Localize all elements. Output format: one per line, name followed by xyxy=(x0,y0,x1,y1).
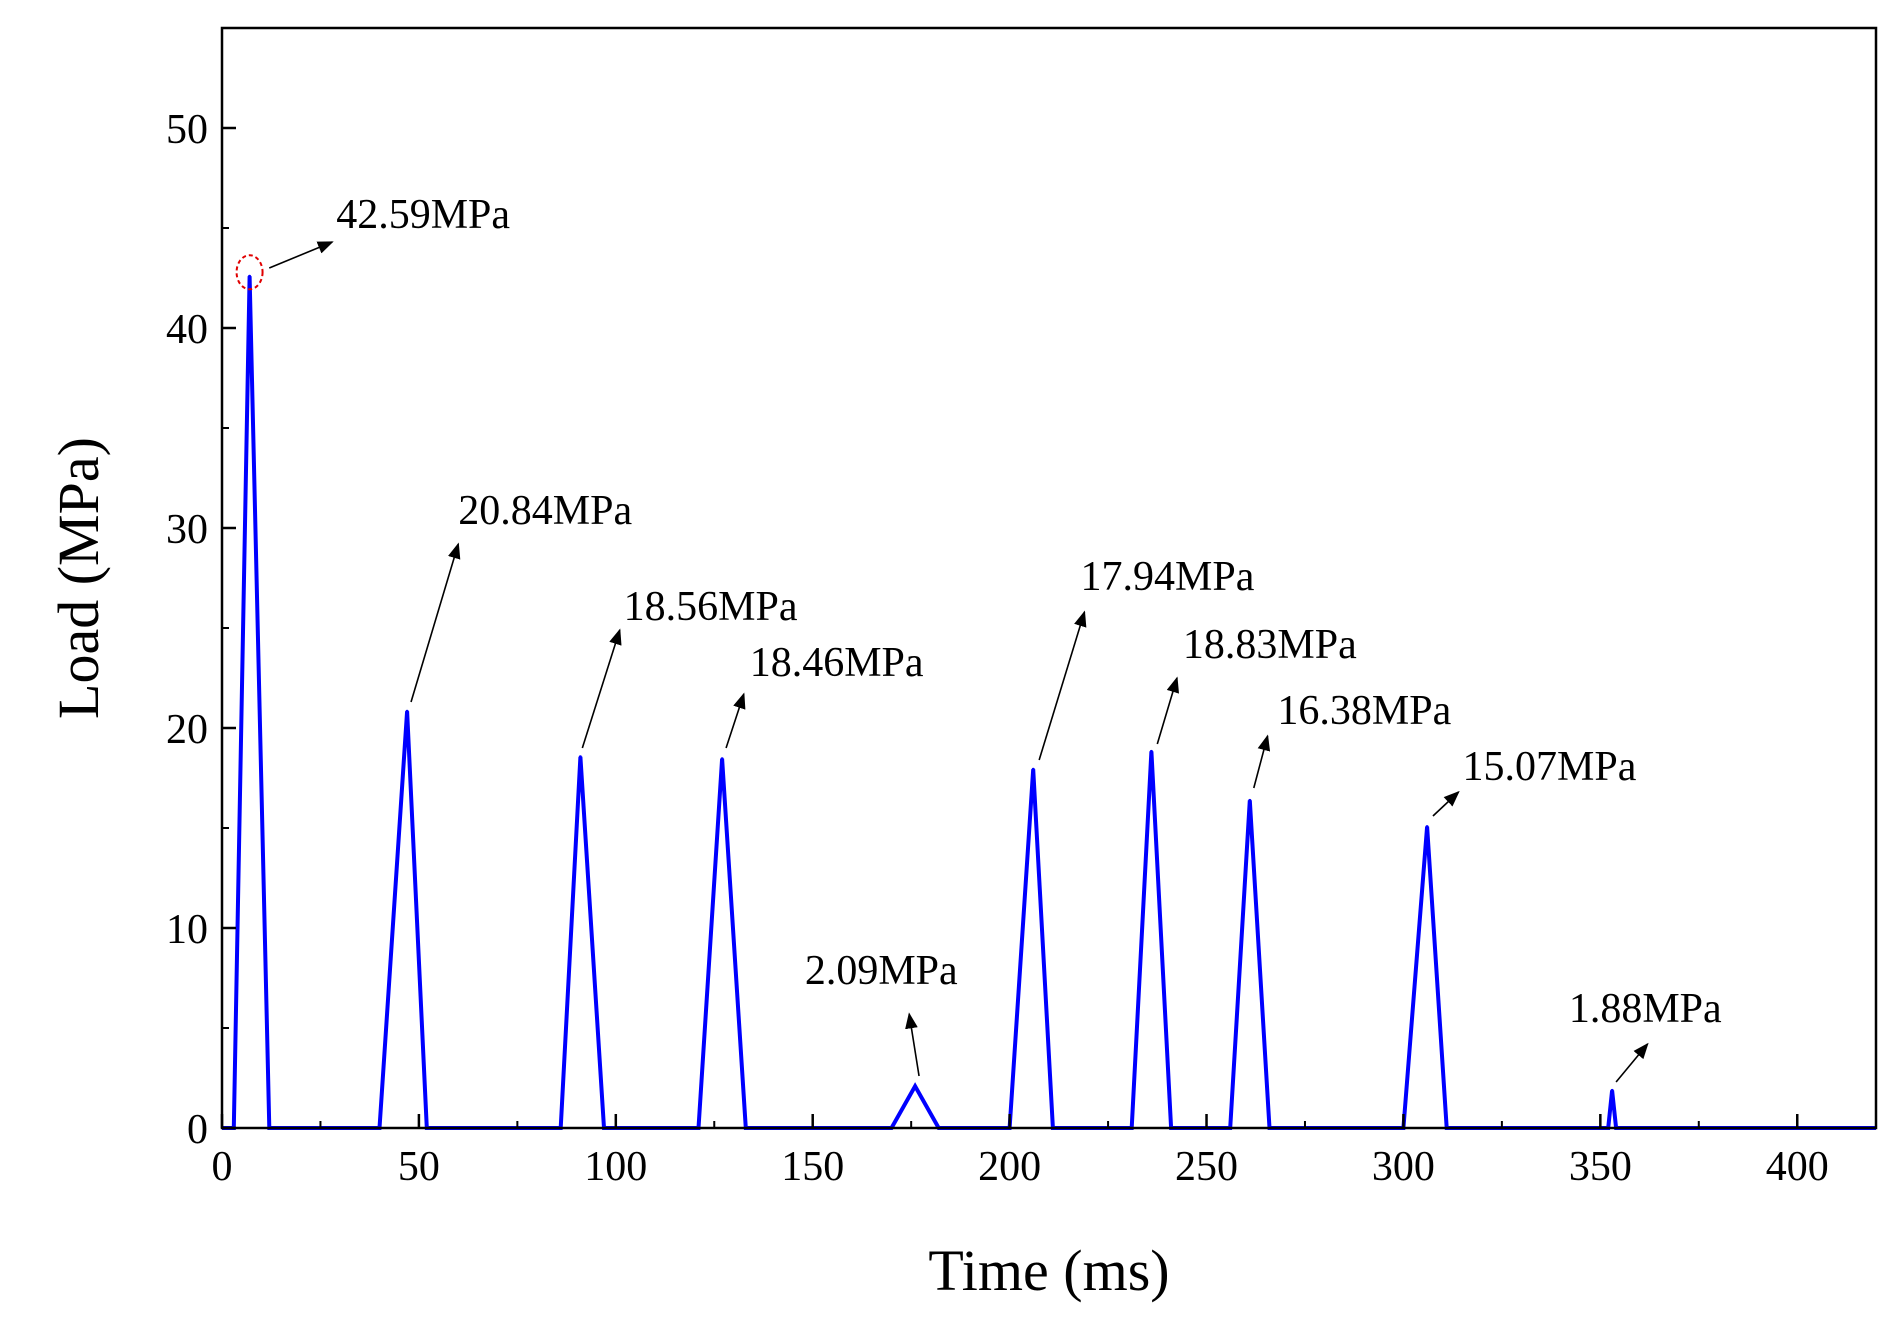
y-tick-label: 50 xyxy=(166,107,208,153)
peak-point xyxy=(578,755,582,759)
max-peak-highlight xyxy=(235,254,264,291)
x-tick-label: 400 xyxy=(1766,1144,1829,1190)
peak-label: 20.84MPa xyxy=(458,488,632,534)
peak-label: 1.88MPa xyxy=(1569,986,1722,1032)
peak-point xyxy=(1031,767,1035,771)
x-tick-label: 150 xyxy=(781,1144,844,1190)
x-tick-label: 250 xyxy=(1175,1144,1238,1190)
peak-arrow xyxy=(725,692,746,749)
peak-arrow xyxy=(410,542,461,703)
peak-label: 15.07MPa xyxy=(1463,744,1637,790)
peak-point xyxy=(405,709,409,713)
peak-point xyxy=(720,757,724,761)
peak-arrow xyxy=(581,628,622,749)
x-tick-label: 300 xyxy=(1372,1144,1435,1190)
peak-label: 17.94MPa xyxy=(1081,554,1255,600)
y-tick-label: 40 xyxy=(166,307,208,353)
peak-point xyxy=(913,1084,917,1088)
y-axis-title: Load (MPa) xyxy=(46,437,111,719)
peak-arrow xyxy=(1038,610,1087,761)
peak-arrow xyxy=(1253,734,1271,789)
peak-point xyxy=(1248,798,1252,802)
peak-arrow xyxy=(1432,790,1460,817)
peak-label: 2.09MPa xyxy=(805,948,958,994)
peak-label: 16.38MPa xyxy=(1277,688,1451,734)
peak-label: 18.46MPa xyxy=(750,640,924,686)
x-tick-label: 50 xyxy=(398,1144,440,1190)
peak-label: 18.56MPa xyxy=(624,584,798,630)
peak-arrow xyxy=(268,241,334,269)
x-tick-label: 0 xyxy=(212,1144,233,1190)
peak-label: 42.59MPa xyxy=(336,192,510,238)
annotation-layer: 42.59MPa 20.84MPa 18.56MPa 18.46MPa 2.09MPa 1… xyxy=(268,192,1722,1083)
y-tick-label: 20 xyxy=(166,707,208,753)
peak-point xyxy=(1149,749,1153,753)
x-axis-title: Time (ms) xyxy=(928,1238,1169,1303)
peak-point xyxy=(248,274,252,278)
axis-layer: 0 50 100 150 200 250 300 350 400 0 10 20 30 40 50 xyxy=(166,27,1829,1190)
x-tick-label: 100 xyxy=(584,1144,647,1190)
peak-arrow xyxy=(1156,676,1180,745)
plot-frame xyxy=(220,26,1878,1130)
peak-arrow xyxy=(905,1012,920,1077)
y-tick-label: 0 xyxy=(187,1107,208,1153)
peak-point xyxy=(1610,1088,1614,1092)
x-tick-label: 350 xyxy=(1569,1144,1632,1190)
y-tick-label: 10 xyxy=(166,907,208,953)
y-tick-label: 30 xyxy=(166,507,208,553)
x-tick-label: 200 xyxy=(978,1144,1041,1190)
peak-point xyxy=(1425,825,1429,829)
peak-arrow xyxy=(1615,1042,1649,1083)
peak-label: 18.83MPa xyxy=(1183,622,1357,668)
